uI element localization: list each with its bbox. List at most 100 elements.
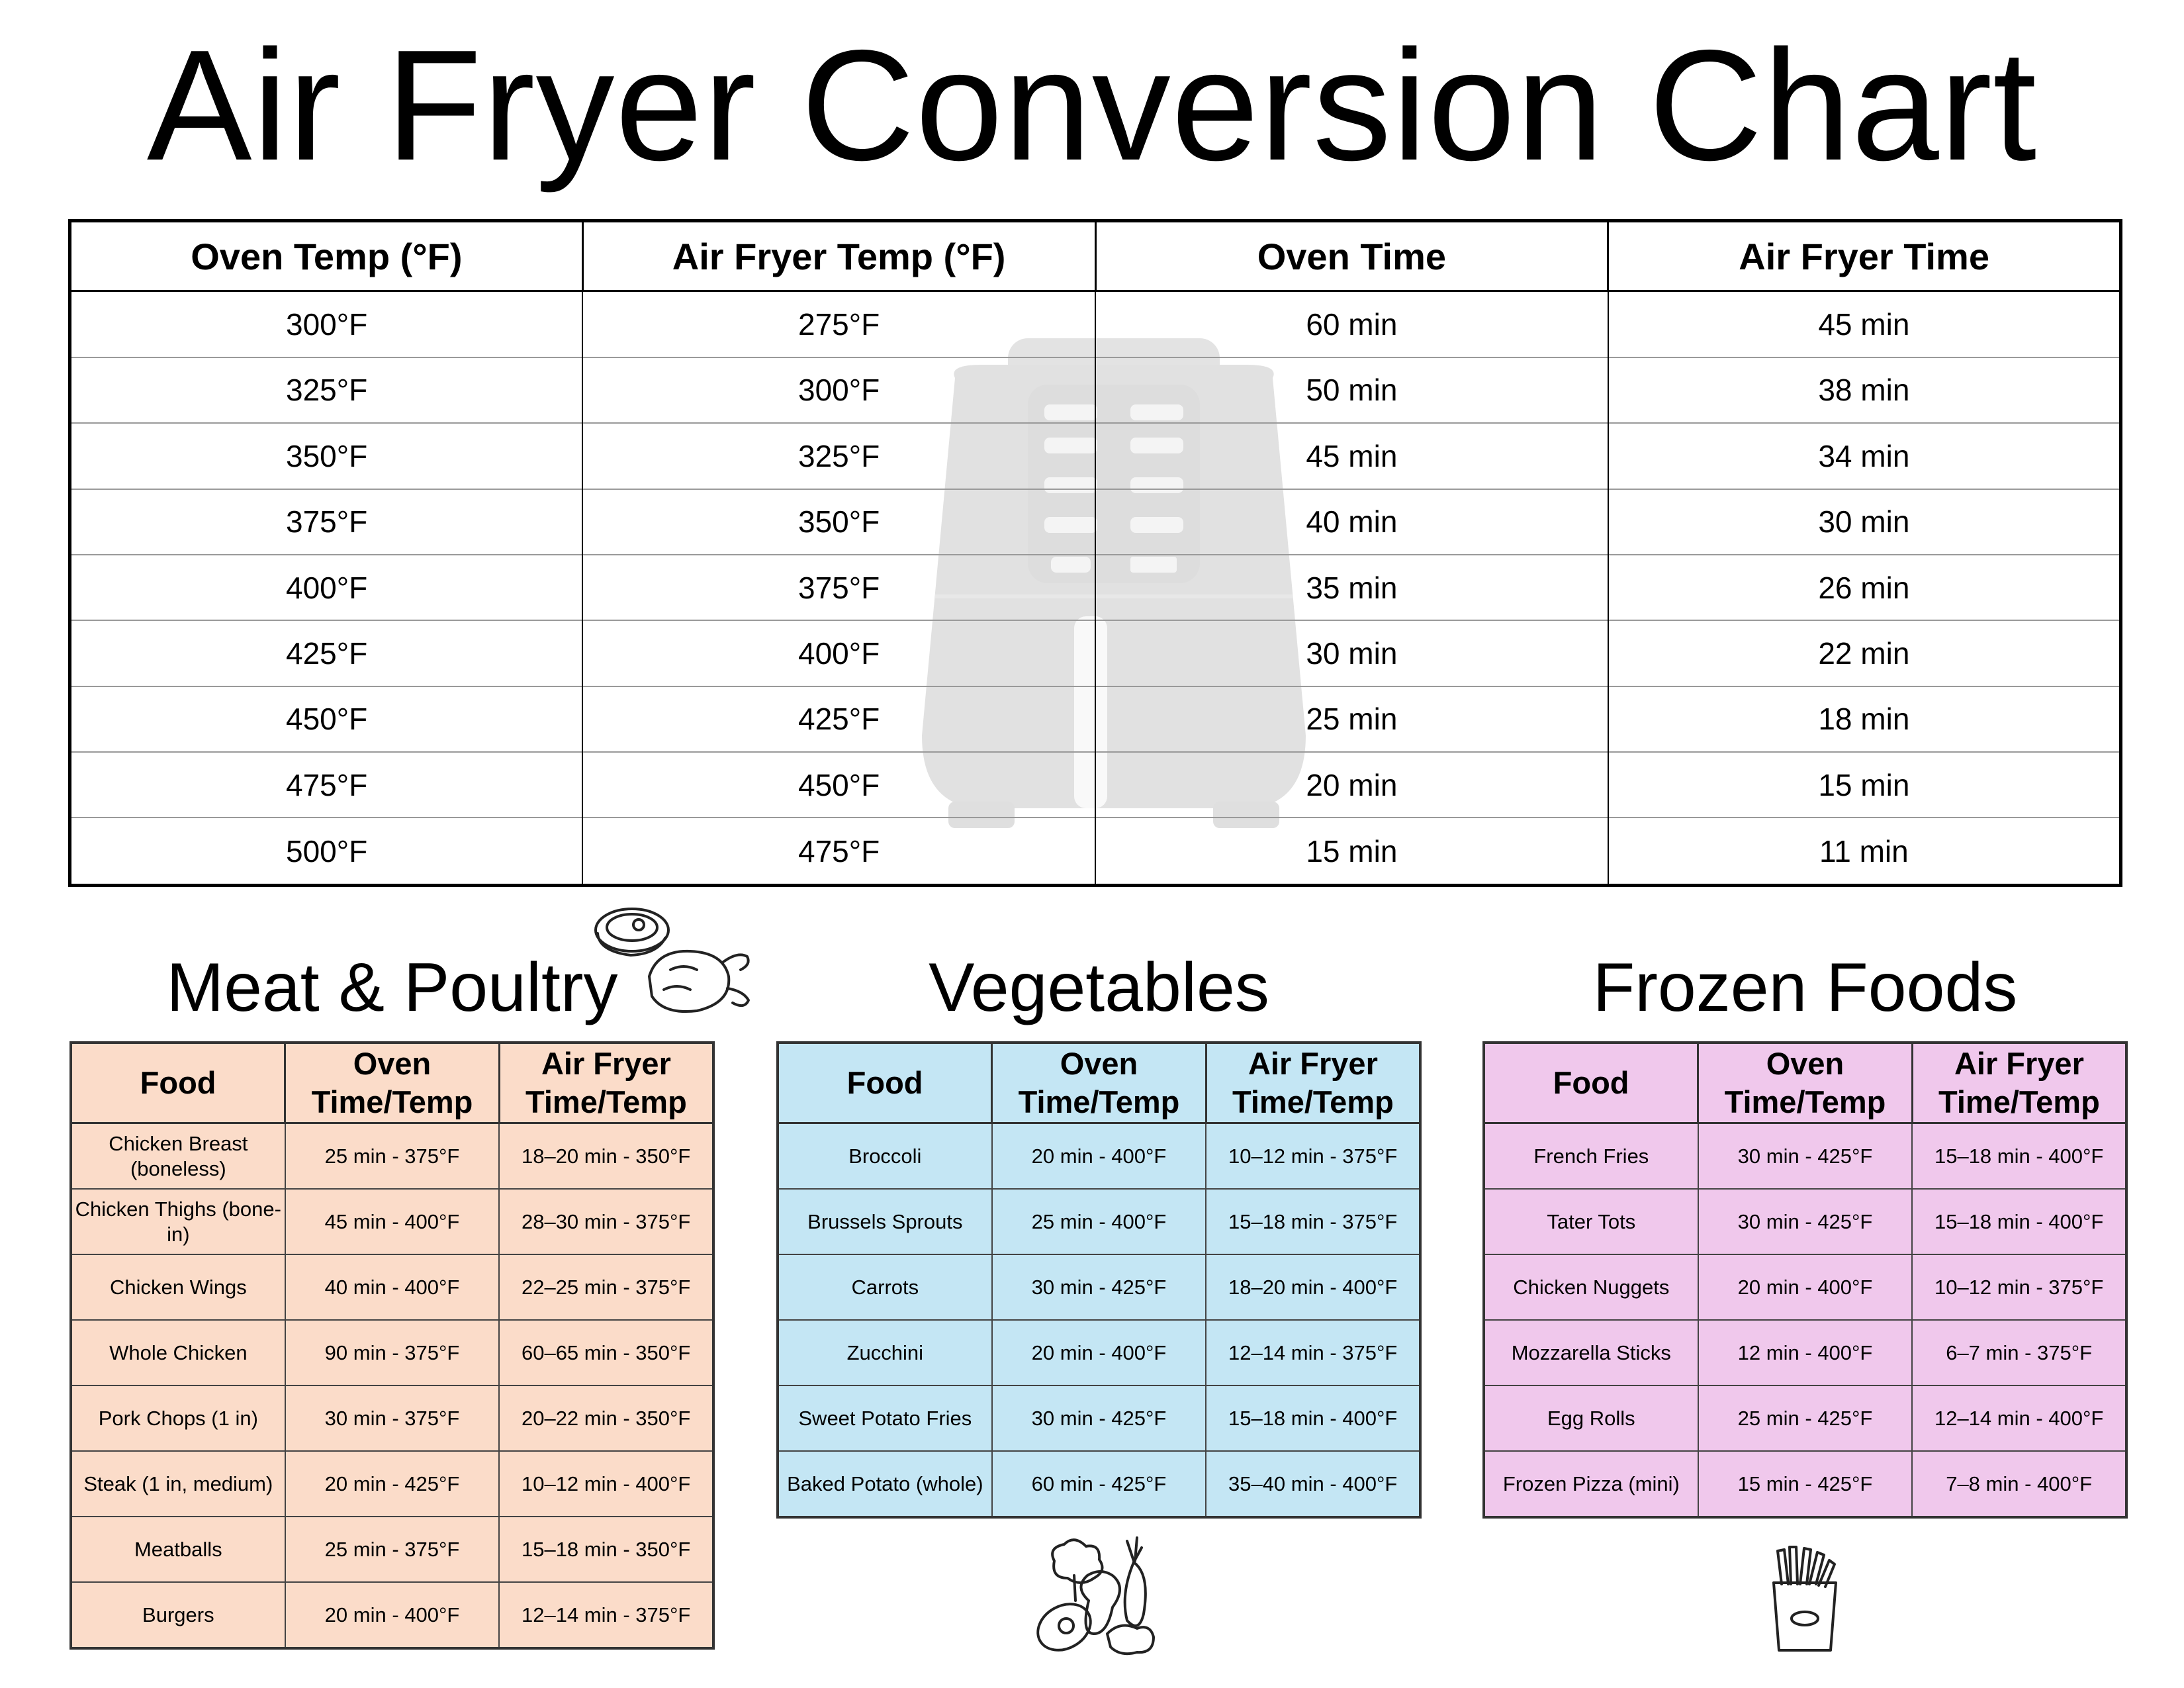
frozen-foods-section: Frozen Foods Food Oven Time/Temp Air Fry…: [1482, 943, 2128, 1519]
oven-temp-cell: 375°F: [69, 488, 584, 555]
table-row: Frozen Pizza (mini) 15 min - 425°F 7–8 min…: [1483, 1450, 2127, 1518]
oven-time-cell: 20 min: [1095, 751, 1609, 818]
table-row: Tater Tots 30 min - 425°F 15–18 min - 400°…: [1483, 1188, 2127, 1255]
oven-cell: 20 min - 400°F: [991, 1319, 1207, 1386]
oven-time-cell: 30 min: [1095, 620, 1609, 686]
air-fryer-time-cell: 34 min: [1607, 422, 2122, 489]
table-header-row: Food Oven Time/Temp Air Fryer Time/Temp: [1482, 1041, 2128, 1124]
table-header-row: Food Oven Time/Temp Air Fryer Time/Temp: [69, 1041, 715, 1124]
air-fryer-cell: 15–18 min - 400°F: [1911, 1122, 2127, 1190]
frozen-foods-title: Frozen Foods: [1592, 949, 2018, 1026]
table-row: Pork Chops (1 in) 30 min - 375°F 20–22 min…: [70, 1385, 714, 1452]
air-fryer-time-cell: 15 min: [1607, 751, 2122, 818]
food-cell: Whole Chicken: [70, 1319, 286, 1386]
air-fryer-cell: 10–12 min - 375°F: [1911, 1254, 2127, 1321]
food-cell: Burgers: [70, 1581, 286, 1649]
table-header-row: Oven Temp (°F) Air Fryer Temp (°F) Oven …: [69, 220, 2122, 292]
header-air-fryer-time-temp: Air Fryer Time/Temp: [1205, 1041, 1422, 1124]
air-fryer-cell: 60–65 min - 350°F: [498, 1319, 714, 1386]
air-fryer-temp-cell: 300°F: [582, 356, 1096, 424]
air-fryer-time-cell: 11 min: [1607, 817, 2122, 886]
air-fryer-time-cell: 18 min: [1607, 685, 2122, 753]
oven-cell: 30 min - 425°F: [1697, 1188, 1913, 1255]
food-cell: Frozen Pizza (mini): [1483, 1450, 1699, 1518]
table-row: 475°F 450°F 20 min 15 min: [69, 751, 2122, 818]
oven-cell: 25 min - 375°F: [284, 1122, 500, 1190]
oven-time-cell: 45 min: [1095, 422, 1609, 489]
oven-cell: 30 min - 425°F: [991, 1254, 1207, 1321]
food-cell: Mozzarella Sticks: [1483, 1319, 1699, 1386]
table-row: French Fries 30 min - 425°F 15–18 min - 40…: [1483, 1122, 2127, 1190]
header-oven-time-temp: Oven Time/Temp: [1697, 1041, 1913, 1124]
table-row: Sweet Potato Fries 30 min - 425°F 15–18 mi…: [777, 1385, 1421, 1452]
air-fryer-temp-cell: 475°F: [582, 817, 1096, 886]
oven-time-cell: 50 min: [1095, 356, 1609, 424]
header-air-fryer-time-temp: Air Fryer Time/Temp: [498, 1041, 715, 1124]
oven-cell: 30 min - 425°F: [1697, 1122, 1913, 1190]
header-oven-temp: Oven Temp (°F): [69, 220, 584, 292]
table-row: 350°F 325°F 45 min 34 min: [69, 422, 2122, 489]
vegetables-table: Food Oven Time/Temp Air Fryer Time/Temp …: [776, 1041, 1422, 1519]
air-fryer-cell: 15–18 min - 400°F: [1205, 1385, 1421, 1452]
main-conversion-table: Oven Temp (°F) Air Fryer Temp (°F) Oven …: [68, 219, 2122, 887]
table-row: Carrots 30 min - 425°F 18–20 min - 400°F: [777, 1254, 1421, 1321]
air-fryer-cell: 15–18 min - 350°F: [498, 1516, 714, 1583]
air-fryer-cell: 18–20 min - 350°F: [498, 1122, 714, 1190]
oven-cell: 12 min - 400°F: [1697, 1319, 1913, 1386]
header-air-fryer-time-temp: Air Fryer Time/Temp: [1911, 1041, 2128, 1124]
vegetables-section: Vegetables Food Oven Time/Temp Air Fryer…: [776, 943, 1422, 1519]
oven-cell: 25 min - 400°F: [991, 1188, 1207, 1255]
oven-temp-cell: 475°F: [69, 751, 584, 818]
oven-cell: 20 min - 425°F: [284, 1450, 500, 1517]
air-fryer-temp-cell: 400°F: [582, 620, 1096, 686]
table-row: Brussels Sprouts 25 min - 400°F 15–18 min …: [777, 1188, 1421, 1255]
air-fryer-temp-cell: 450°F: [582, 751, 1096, 818]
meat-poultry-table: Food Oven Time/Temp Air Fryer Time/Temp …: [69, 1041, 715, 1650]
oven-temp-cell: 325°F: [69, 356, 584, 424]
oven-temp-cell: 400°F: [69, 553, 584, 621]
air-fryer-cell: 10–12 min - 400°F: [498, 1450, 714, 1517]
food-cell: Meatballs: [70, 1516, 286, 1583]
oven-cell: 25 min - 375°F: [284, 1516, 500, 1583]
header-food: Food: [776, 1041, 993, 1124]
air-fryer-temp-cell: 275°F: [582, 290, 1096, 357]
food-cell: Chicken Nuggets: [1483, 1254, 1699, 1321]
air-fryer-time-cell: 45 min: [1607, 290, 2122, 357]
header-oven-time-temp: Oven Time/Temp: [284, 1041, 500, 1124]
air-fryer-temp-cell: 375°F: [582, 553, 1096, 621]
header-air-fryer-temp: Air Fryer Temp (°F): [581, 220, 1097, 292]
header-air-fryer-time: Air Fryer Time: [1607, 220, 2122, 292]
table-row: Meatballs 25 min - 375°F 15–18 min - 350°F: [70, 1516, 714, 1583]
air-fryer-time-cell: 26 min: [1607, 553, 2122, 621]
food-cell: Pork Chops (1 in): [70, 1385, 286, 1452]
table-row: Mozzarella Sticks 12 min - 400°F 6–7 min -…: [1483, 1319, 2127, 1386]
air-fryer-time-cell: 22 min: [1607, 620, 2122, 686]
vegetables-title: Vegetables: [929, 949, 1269, 1026]
air-fryer-cell: 12–14 min - 375°F: [1205, 1319, 1421, 1386]
table-row: 425°F 400°F 30 min 22 min: [69, 620, 2122, 686]
oven-cell: 20 min - 400°F: [991, 1122, 1207, 1190]
oven-time-cell: 25 min: [1095, 685, 1609, 753]
table-row: 400°F 375°F 35 min 26 min: [69, 553, 2122, 621]
oven-temp-cell: 350°F: [69, 422, 584, 489]
air-fryer-cell: 15–18 min - 375°F: [1205, 1188, 1421, 1255]
oven-time-cell: 60 min: [1095, 290, 1609, 357]
oven-cell: 40 min - 400°F: [284, 1254, 500, 1321]
oven-cell: 90 min - 375°F: [284, 1319, 500, 1386]
header-oven-time: Oven Time: [1094, 220, 1610, 292]
oven-cell: 15 min - 425°F: [1697, 1450, 1913, 1518]
header-food: Food: [69, 1041, 287, 1124]
table-row: Baked Potato (whole) 60 min - 425°F 35–40 …: [777, 1450, 1421, 1518]
oven-cell: 60 min - 425°F: [991, 1450, 1207, 1518]
table-row: 500°F 475°F 15 min 11 min: [69, 817, 2122, 886]
table-header-row: Food Oven Time/Temp Air Fryer Time/Temp: [776, 1041, 1422, 1124]
food-cell: Brussels Sprouts: [777, 1188, 993, 1255]
oven-cell: 20 min - 400°F: [1697, 1254, 1913, 1321]
oven-cell: 25 min - 425°F: [1697, 1385, 1913, 1452]
oven-cell: 20 min - 400°F: [284, 1581, 500, 1649]
oven-temp-cell: 450°F: [69, 685, 584, 753]
air-fryer-cell: 12–14 min - 375°F: [498, 1581, 714, 1649]
air-fryer-cell: 22–25 min - 375°F: [498, 1254, 714, 1321]
food-cell: Chicken Thighs (bone-in): [70, 1188, 286, 1255]
food-cell: Tater Tots: [1483, 1188, 1699, 1255]
